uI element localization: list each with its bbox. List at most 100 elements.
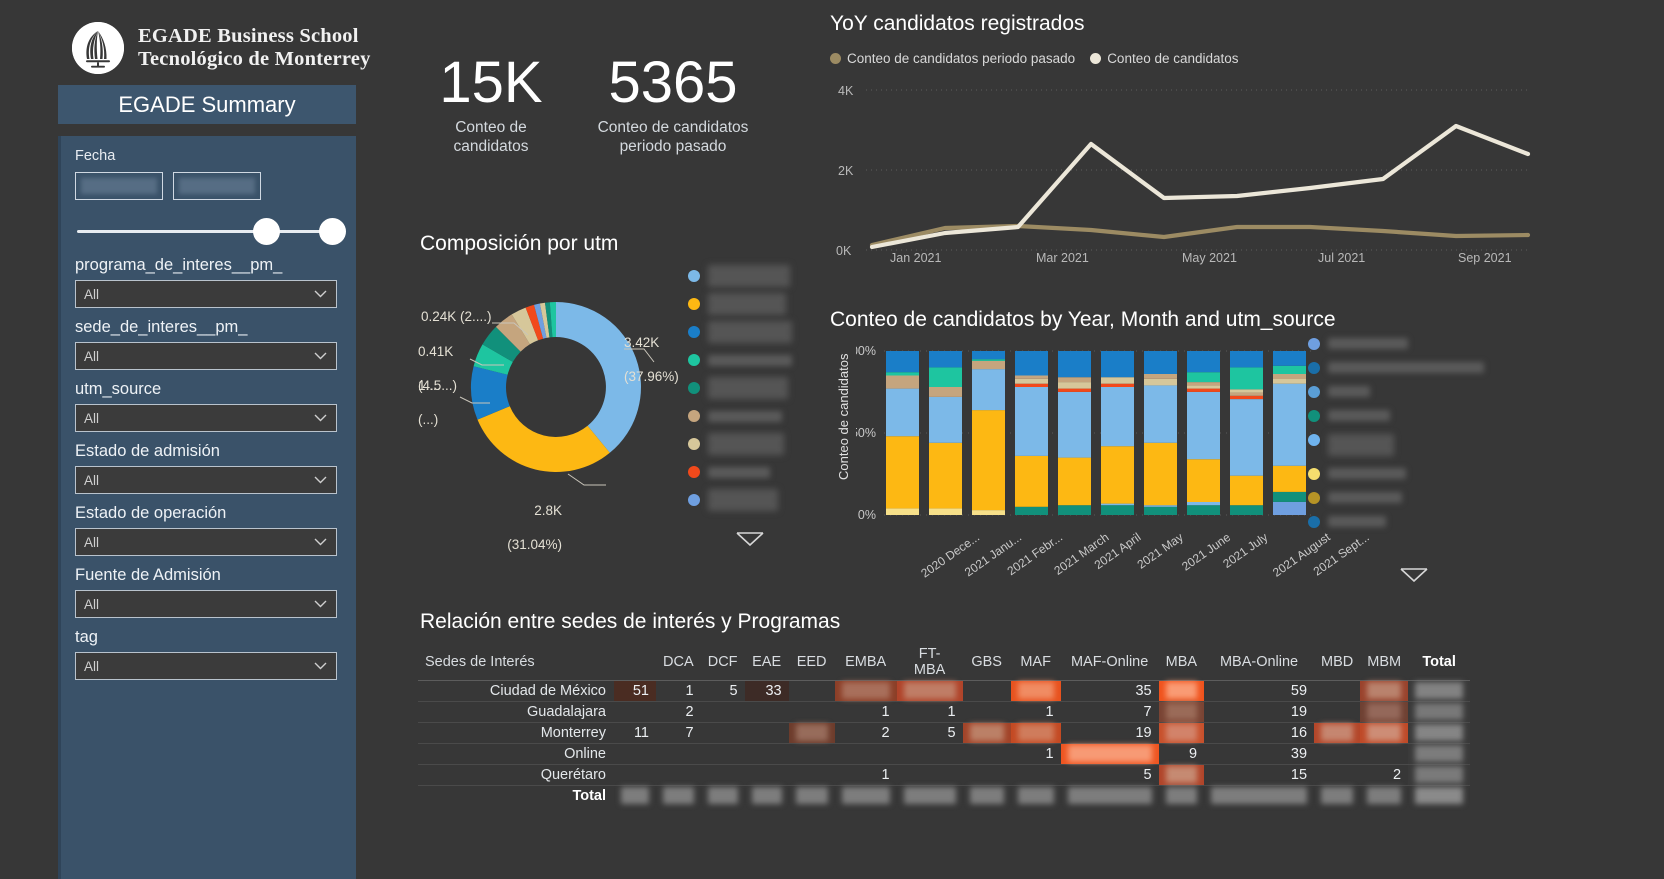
bar-xtick-5: 2021 May (1134, 530, 1186, 572)
filter-value: All (84, 658, 100, 674)
table-col-mbm[interactable]: MBM (1360, 644, 1409, 681)
legend-item[interactable] (1308, 410, 1538, 422)
legend-item[interactable] (1308, 468, 1538, 480)
bar-expand-down-icon[interactable] (1400, 568, 1428, 582)
table-cell (962, 701, 1011, 723)
legend-item[interactable] (1308, 338, 1538, 350)
table-col-maf[interactable]: MAF (1010, 644, 1061, 681)
donut-chart-panel[interactable]: Composición por utm (418, 232, 818, 562)
date-filter-label: Fecha (75, 148, 116, 164)
legend-item[interactable] (688, 402, 808, 430)
donut-expand-down-icon[interactable] (736, 532, 764, 546)
chevron-down-icon (314, 476, 327, 484)
slider-handle-right[interactable] (319, 218, 346, 245)
table-col-mba[interactable]: MBA (1158, 644, 1205, 681)
donut-callout-2: 2.8K (31.04%) (444, 485, 562, 570)
table-col-gbs[interactable]: GBS (962, 644, 1011, 681)
table-col-mba-online[interactable]: MBA-Online (1204, 644, 1315, 681)
table-row[interactable]: Monterrey 11 7 2 5 19 16 (418, 722, 1471, 744)
table-cell (614, 764, 656, 786)
table-row[interactable]: Online 1 9 39 (418, 743, 1471, 765)
legend-item[interactable] (1308, 434, 1538, 456)
table-col-total[interactable]: Total (1408, 644, 1471, 681)
filter-dropdown-estado-de-operacion[interactable]: All (75, 528, 337, 556)
table-row[interactable]: Guadalajara 2 1 1 1 7 19 (418, 701, 1471, 723)
donut-chart-legend (688, 262, 808, 514)
kpi-card-conteo-candidatos-periodo-pasado[interactable]: 5365 Conteo de candidatos periodo pasado (584, 52, 762, 156)
table-header-row: Sedes de Interés DCA DCF EAE EED EMBA FT… (418, 644, 1471, 681)
legend-color-swatch-icon (1308, 492, 1320, 504)
filter-value: All (84, 534, 100, 550)
brand-line-2: Tecnológico de Monterrey (138, 48, 371, 70)
table-cell (656, 764, 701, 786)
slider-handle-left[interactable] (253, 218, 280, 245)
filter-dropdown-utm-source[interactable]: All (75, 404, 337, 432)
legend-item[interactable] (688, 430, 808, 458)
legend-item[interactable] (1308, 516, 1538, 528)
table-cell: 1 (656, 680, 701, 702)
egade-torch-logo-icon (72, 22, 124, 74)
table-col-emba[interactable]: EMBA (834, 644, 897, 681)
filter-dropdown-sede-de-interes[interactable]: All (75, 342, 337, 370)
table-col-mbd[interactable]: MBD (1314, 644, 1361, 681)
table-cell (700, 701, 745, 723)
legend-item[interactable] (688, 374, 808, 402)
svg-text:2K: 2K (838, 164, 854, 178)
stacked-bar-chart-panel[interactable]: Conteo de candidatos by Year, Month and … (828, 300, 1538, 590)
donut-callout-3: 1.... (...) (418, 360, 478, 445)
legend-item[interactable] (688, 458, 808, 486)
bar-column (929, 351, 962, 515)
legend-color-swatch-icon (1308, 386, 1320, 398)
legend-label-redacted (708, 265, 790, 287)
donut-chart-title: Composición por utm (420, 232, 619, 255)
donut-chart-plot (459, 301, 655, 486)
table-col-ft-mba[interactable]: FT-MBA (896, 644, 963, 681)
legend-item[interactable] (1308, 492, 1538, 504)
table-cell (744, 764, 789, 786)
legend-item[interactable] (688, 262, 808, 290)
legend-color-swatch-icon (1308, 410, 1320, 422)
table-col-eae[interactable]: EAE (744, 644, 789, 681)
matrix-table-panel[interactable]: Relación entre sedes de interés y Progra… (418, 610, 1658, 879)
table-col-blank[interactable] (614, 644, 656, 681)
filter-dropdown-tag[interactable]: All (75, 652, 337, 680)
date-start-input[interactable] (75, 172, 163, 200)
table-row[interactable]: Ciudad de México 51 1 5 33 35 59 (418, 680, 1471, 702)
table-cell-redacted (1314, 784, 1361, 806)
filter-fuente-de-admision: Fuente de Admisión All (75, 566, 342, 618)
legend-label-redacted (1328, 362, 1484, 373)
table-col-eed[interactable]: EED (788, 644, 835, 681)
kpi-card-conteo-candidatos[interactable]: 15K Conteo de candidatos (421, 52, 561, 156)
table-cell (788, 764, 835, 786)
table-col-dca[interactable]: DCA (656, 644, 701, 681)
brand-logo: EGADE Business School Tecnológico de Mon… (58, 0, 378, 82)
table-cell (614, 743, 656, 765)
legend-item[interactable] (1308, 386, 1538, 398)
table-cell: 5 (700, 680, 745, 702)
table-row-total[interactable]: Total (418, 784, 1471, 806)
report-title-banner[interactable]: EGADE Summary (58, 85, 356, 124)
kpi-label-line1: Conteo de (455, 119, 527, 136)
table-col-dcf[interactable]: DCF (700, 644, 745, 681)
legend-item[interactable] (688, 346, 808, 374)
legend-label-redacted (1328, 386, 1370, 397)
table-row[interactable]: Querétaro 1 5 15 2 (418, 764, 1471, 786)
line-chart-panel[interactable]: YoY candidatos registrados Conteo de can… (828, 6, 1538, 276)
table-cell-redacted (1360, 701, 1409, 723)
legend-item[interactable] (688, 486, 808, 514)
bar-chart-legend (1308, 338, 1538, 540)
line-xtick-mar-2021: Mar 2021 (1036, 251, 1089, 265)
legend-item[interactable] (1308, 362, 1538, 374)
filter-dropdown-estado-de-admision[interactable]: All (75, 466, 337, 494)
legend-color-swatch-icon (688, 298, 700, 310)
kpi-label: Conteo de candidatos (421, 118, 561, 156)
filter-dropdown-fuente-de-admision[interactable]: All (75, 590, 337, 618)
date-end-input[interactable] (173, 172, 261, 200)
filter-dropdown-programa-de-interes[interactable]: All (75, 280, 337, 308)
table-col-maf-online[interactable]: MAF-Online (1060, 644, 1159, 681)
legend-item[interactable] (688, 318, 808, 346)
legend-item[interactable] (688, 290, 808, 318)
line-xtick-may-2021: May 2021 (1182, 251, 1237, 265)
date-range-slider[interactable] (75, 214, 346, 248)
table-row-label: Total (418, 784, 614, 806)
